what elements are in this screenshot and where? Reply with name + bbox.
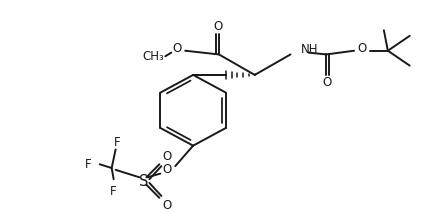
Text: F: F — [114, 136, 121, 149]
Text: O: O — [357, 42, 367, 55]
Text: S: S — [139, 174, 148, 188]
Text: F: F — [110, 185, 117, 198]
Text: O: O — [163, 199, 172, 212]
Text: NH: NH — [300, 43, 318, 56]
Text: O: O — [322, 76, 332, 89]
Text: O: O — [173, 42, 182, 55]
Text: O: O — [163, 150, 172, 163]
Text: F: F — [84, 158, 91, 171]
Text: O: O — [163, 163, 172, 176]
Text: CH₃: CH₃ — [143, 50, 164, 63]
Text: O: O — [213, 20, 223, 33]
